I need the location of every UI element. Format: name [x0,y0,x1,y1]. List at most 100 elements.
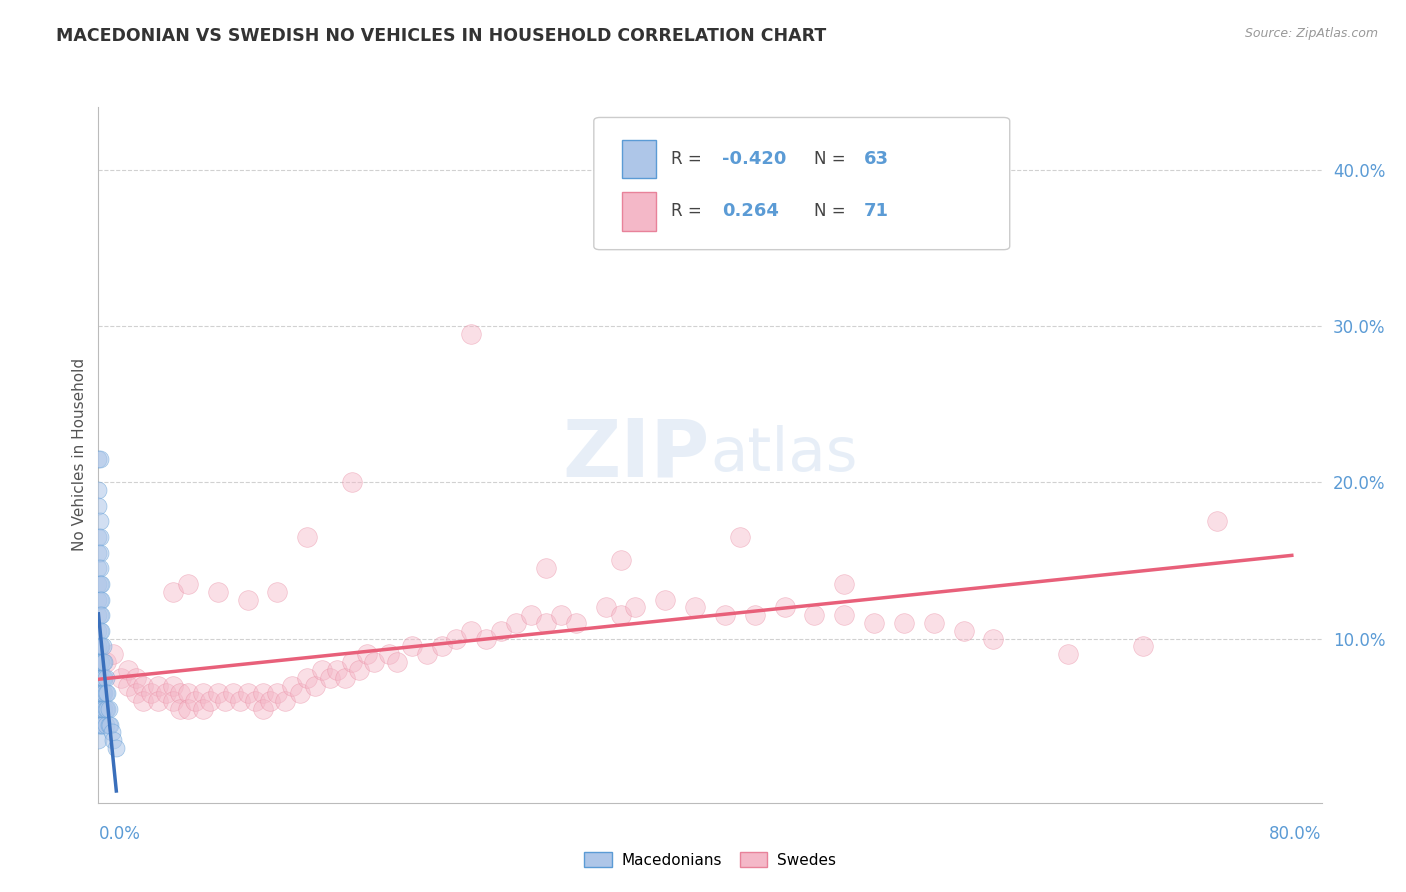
Point [87,686,110,700]
Point [229,694,252,708]
Point [340,475,363,490]
Point [155,686,177,700]
Text: 0.0%: 0.0% [98,825,141,843]
Point [333,671,356,685]
Point [97,702,120,716]
Point [460,624,482,638]
Point [349,663,371,677]
Point [87,671,110,685]
Point [89,655,111,669]
Point [803,608,825,623]
Point [326,663,349,677]
Y-axis label: No Vehicles in Household: No Vehicles in Household [72,359,87,551]
Point [93,686,115,700]
Point [236,592,259,607]
Point [101,725,124,739]
Legend: Macedonians, Swedes: Macedonians, Swedes [576,844,844,875]
Point [87,717,110,731]
Text: N =: N = [814,202,851,220]
Point [94,717,117,731]
Point [534,561,557,575]
Point [221,686,243,700]
Point [89,577,111,591]
Point [89,546,111,560]
Point [91,655,114,669]
Point [385,655,408,669]
Point [89,451,111,466]
Point [132,694,155,708]
Point [252,702,274,716]
Text: ZIP: ZIP [562,416,710,494]
Point [378,647,401,661]
Text: Source: ZipAtlas.com: Source: ZipAtlas.com [1244,27,1378,40]
Point [177,686,200,700]
Point [103,733,125,747]
Point [534,615,557,630]
Point [90,671,112,685]
Point [236,686,259,700]
FancyBboxPatch shape [593,118,1010,250]
Point [87,546,110,560]
Point [207,584,229,599]
Point [89,686,111,700]
Point [565,615,588,630]
Point [832,577,855,591]
Point [340,655,363,669]
Point [191,686,214,700]
Point [103,647,125,661]
Point [259,694,281,708]
Text: -0.420: -0.420 [723,150,786,169]
Point [654,592,676,607]
Point [363,655,385,669]
Point [430,640,453,654]
Point [90,624,112,638]
Point [87,624,110,638]
Point [89,624,111,638]
Point [297,671,319,685]
Point [87,451,110,466]
Point [1132,640,1154,654]
Point [169,686,191,700]
Point [94,655,117,669]
Point [89,561,111,575]
Point [489,624,512,638]
Point [475,632,498,646]
Point [1057,647,1080,661]
Point [90,592,112,607]
Point [983,632,1005,646]
Point [87,530,110,544]
Point [87,733,110,747]
Point [162,679,184,693]
Point [318,671,340,685]
Point [91,686,114,700]
Point [93,702,115,716]
Point [266,686,288,700]
Point [893,615,915,630]
Text: R =: R = [671,202,707,220]
Point [274,694,297,708]
Point [683,600,706,615]
Point [94,686,117,700]
Point [94,702,117,716]
Point [87,499,110,513]
Point [207,686,229,700]
Point [922,615,945,630]
Point [728,530,751,544]
Point [505,615,527,630]
Point [90,577,112,591]
Point [832,608,855,623]
Point [87,592,110,607]
Point [91,640,114,654]
Point [243,694,266,708]
Point [87,655,110,669]
Point [162,584,184,599]
Point [609,553,631,567]
Point [96,686,118,700]
Point [110,671,132,685]
Point [93,671,115,685]
Point [89,702,111,716]
FancyBboxPatch shape [621,193,657,230]
Point [125,671,148,685]
Point [311,663,333,677]
Point [90,608,112,623]
